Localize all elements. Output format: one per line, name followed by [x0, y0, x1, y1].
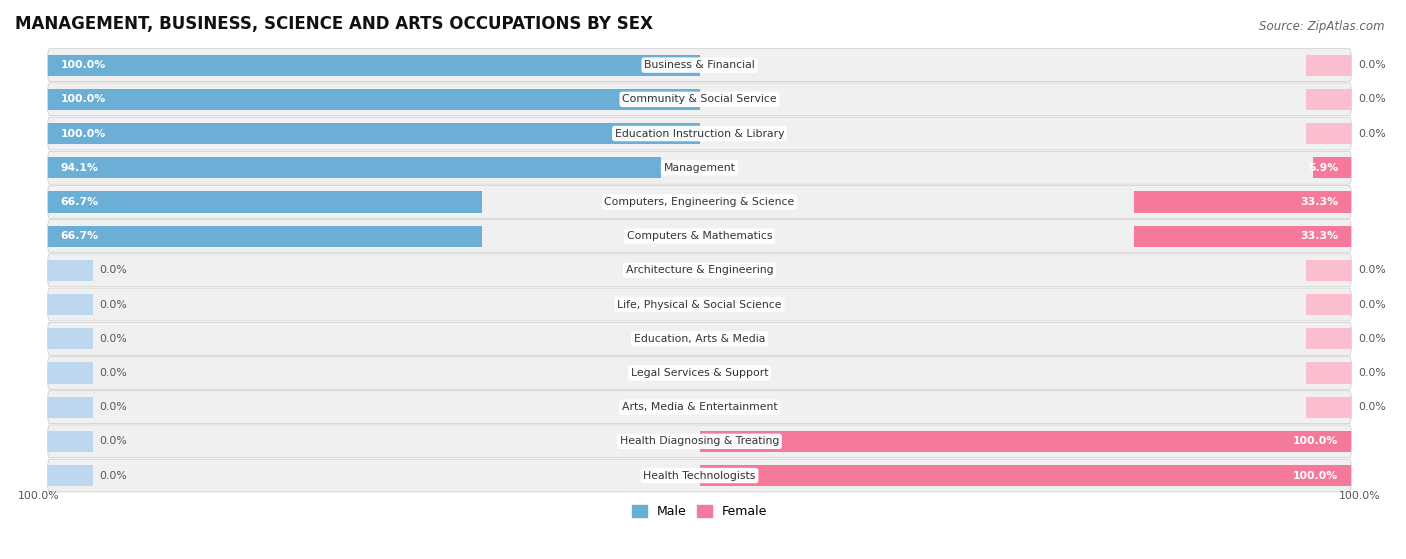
Text: 0.0%: 0.0% — [1358, 368, 1386, 378]
Text: 100.0%: 100.0% — [60, 94, 105, 105]
Text: 0.0%: 0.0% — [100, 334, 128, 344]
Text: 0.0%: 0.0% — [100, 471, 128, 481]
Text: Computers & Mathematics: Computers & Mathematics — [627, 231, 772, 241]
Bar — [48, 362, 93, 383]
Bar — [700, 465, 1351, 486]
Bar — [1306, 55, 1351, 75]
FancyBboxPatch shape — [48, 186, 1351, 219]
Bar — [48, 225, 482, 247]
Bar — [1306, 123, 1351, 144]
Text: 0.0%: 0.0% — [100, 266, 128, 276]
Text: Health Technologists: Health Technologists — [644, 471, 755, 481]
Text: 0.0%: 0.0% — [1358, 129, 1386, 139]
Bar — [48, 431, 93, 452]
Bar — [48, 465, 93, 486]
Text: 100.0%: 100.0% — [60, 60, 105, 70]
Text: 100.0%: 100.0% — [1294, 471, 1339, 481]
Text: Education Instruction & Library: Education Instruction & Library — [614, 129, 785, 139]
Text: Community & Social Service: Community & Social Service — [623, 94, 778, 105]
Text: Management: Management — [664, 163, 735, 173]
FancyBboxPatch shape — [48, 391, 1351, 424]
Legend: Male, Female: Male, Female — [627, 500, 772, 523]
FancyBboxPatch shape — [48, 151, 1351, 184]
Bar — [700, 431, 1351, 452]
Text: 100.0%: 100.0% — [1294, 437, 1339, 446]
Text: Arts, Media & Entertainment: Arts, Media & Entertainment — [621, 402, 778, 412]
Text: 66.7%: 66.7% — [60, 197, 98, 207]
Bar — [48, 328, 93, 349]
Bar — [1306, 89, 1351, 110]
Bar — [1306, 328, 1351, 349]
Text: 94.1%: 94.1% — [60, 163, 98, 173]
Bar — [48, 123, 700, 144]
FancyBboxPatch shape — [48, 425, 1351, 458]
Text: 0.0%: 0.0% — [100, 368, 128, 378]
Text: 0.0%: 0.0% — [1358, 60, 1386, 70]
Text: 0.0%: 0.0% — [100, 437, 128, 446]
Text: Health Diagnosing & Treating: Health Diagnosing & Treating — [620, 437, 779, 446]
Bar — [1306, 294, 1351, 315]
Bar — [1135, 225, 1351, 247]
Bar — [1306, 260, 1351, 281]
Bar — [48, 294, 93, 315]
Bar — [48, 55, 700, 75]
Bar — [48, 396, 93, 418]
Text: 0.0%: 0.0% — [1358, 266, 1386, 276]
FancyBboxPatch shape — [48, 357, 1351, 389]
FancyBboxPatch shape — [48, 254, 1351, 287]
Text: Legal Services & Support: Legal Services & Support — [631, 368, 768, 378]
Text: 5.9%: 5.9% — [1308, 163, 1339, 173]
FancyBboxPatch shape — [48, 288, 1351, 321]
Text: Life, Physical & Social Science: Life, Physical & Social Science — [617, 300, 782, 310]
Text: Source: ZipAtlas.com: Source: ZipAtlas.com — [1260, 20, 1385, 32]
Text: Education, Arts & Media: Education, Arts & Media — [634, 334, 765, 344]
Text: 0.0%: 0.0% — [1358, 334, 1386, 344]
Bar — [48, 157, 661, 178]
Text: Business & Financial: Business & Financial — [644, 60, 755, 70]
Text: 33.3%: 33.3% — [1301, 197, 1339, 207]
Text: MANAGEMENT, BUSINESS, SCIENCE AND ARTS OCCUPATIONS BY SEX: MANAGEMENT, BUSINESS, SCIENCE AND ARTS O… — [15, 15, 652, 33]
FancyBboxPatch shape — [48, 117, 1351, 150]
Text: 100.0%: 100.0% — [1339, 491, 1381, 501]
Text: 100.0%: 100.0% — [18, 491, 60, 501]
Bar — [1313, 157, 1351, 178]
Text: 0.0%: 0.0% — [1358, 94, 1386, 105]
FancyBboxPatch shape — [48, 459, 1351, 492]
Bar — [1135, 191, 1351, 212]
Text: 0.0%: 0.0% — [100, 300, 128, 310]
Text: 0.0%: 0.0% — [1358, 300, 1386, 310]
Bar — [48, 89, 700, 110]
Text: 0.0%: 0.0% — [1358, 402, 1386, 412]
Bar — [1306, 362, 1351, 383]
FancyBboxPatch shape — [48, 323, 1351, 355]
FancyBboxPatch shape — [48, 220, 1351, 253]
FancyBboxPatch shape — [48, 83, 1351, 116]
Text: Computers, Engineering & Science: Computers, Engineering & Science — [605, 197, 794, 207]
Text: 100.0%: 100.0% — [60, 129, 105, 139]
FancyBboxPatch shape — [48, 49, 1351, 82]
Bar — [1306, 396, 1351, 418]
Bar — [48, 260, 93, 281]
Bar — [48, 191, 482, 212]
Text: 33.3%: 33.3% — [1301, 231, 1339, 241]
Text: 0.0%: 0.0% — [100, 402, 128, 412]
Text: Architecture & Engineering: Architecture & Engineering — [626, 266, 773, 276]
Text: 66.7%: 66.7% — [60, 231, 98, 241]
